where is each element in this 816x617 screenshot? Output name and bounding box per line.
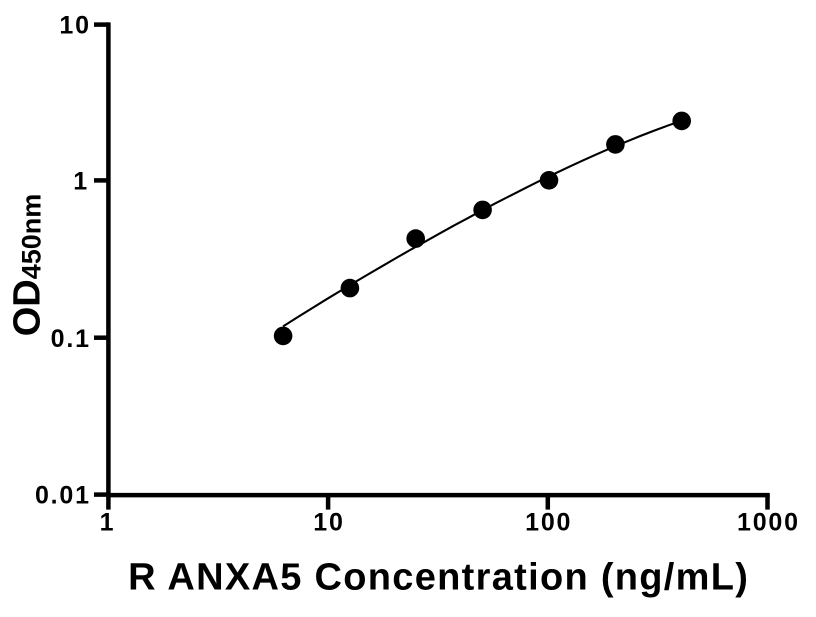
svg-text:10: 10 [59,12,90,40]
svg-text:1: 1 [100,509,116,537]
svg-text:1: 1 [73,168,89,196]
svg-text:10: 10 [313,509,344,537]
svg-text:1000: 1000 [737,509,800,537]
svg-text:OD450nm: OD450nm [7,194,49,337]
svg-text:0.1: 0.1 [51,325,91,353]
svg-text:R ANXA5 Concentration (ng/mL): R ANXA5 Concentration (ng/mL) [128,556,749,598]
svg-text:100: 100 [525,509,572,537]
svg-text:0.01: 0.01 [35,482,91,510]
